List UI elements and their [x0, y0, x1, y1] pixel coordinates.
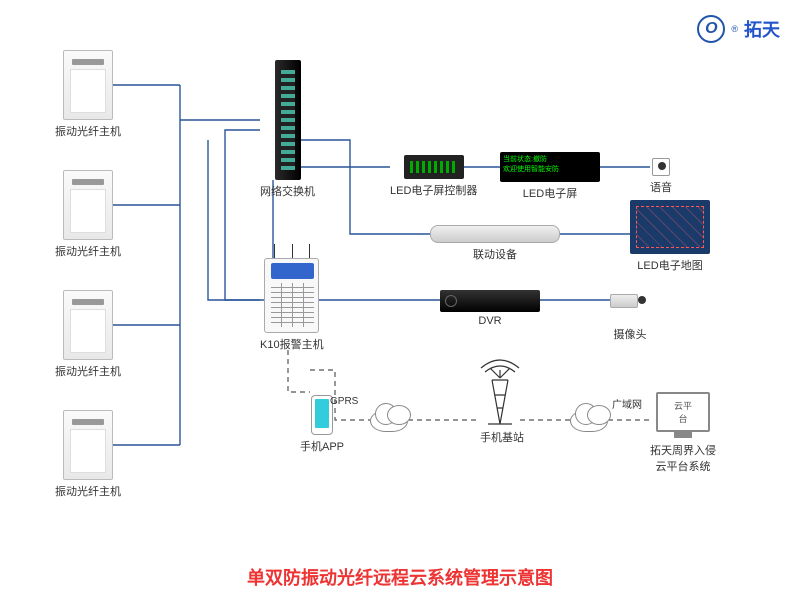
- fiber-host-label: 振动光纤主机: [55, 123, 121, 139]
- cloud-icon: [570, 410, 608, 432]
- cloud-gprs: [370, 410, 408, 432]
- led-map-icon: [630, 200, 710, 254]
- camera-label: 摄像头: [614, 326, 647, 342]
- camera-icon: [610, 294, 650, 314]
- led-screen-label: LED电子屏: [523, 185, 577, 201]
- voice-icon: [652, 158, 670, 176]
- fiber-host-label: 振动光纤主机: [55, 243, 121, 259]
- switch-icon: [275, 60, 301, 180]
- dvr-label: DVR: [478, 315, 501, 327]
- led-screen: 当前状态:撤防 欢迎使用智能安防 LED电子屏: [500, 152, 600, 201]
- switch-label: 网络交换机: [260, 183, 315, 199]
- fiber-host-3: 振动光纤主机: [55, 290, 121, 379]
- cloud-icon: [370, 410, 408, 432]
- fiber-host-icon: [63, 290, 113, 360]
- monitor-text: 云平台: [671, 399, 696, 425]
- logo: O ® 拓天: [697, 15, 780, 43]
- tower-label: 手机基站: [480, 429, 524, 445]
- gprs-label: GPRS: [330, 396, 358, 407]
- voice-device: 语音: [650, 158, 672, 195]
- k10-label: K10报警主机: [260, 336, 324, 352]
- cloud-wan: [570, 410, 608, 432]
- fiber-host-4: 振动光纤主机: [55, 410, 121, 499]
- led-controller: LED电子屏控制器: [390, 155, 477, 198]
- fiber-host-label: 振动光纤主机: [55, 483, 121, 499]
- fiber-host-1: 振动光纤主机: [55, 50, 121, 139]
- cloud-platform: 云平台 拓天周界入侵 云平台系统: [650, 392, 716, 474]
- led-map-label: LED电子地图: [637, 257, 702, 273]
- logo-text: 拓天: [744, 16, 780, 42]
- fiber-host-label: 振动光纤主机: [55, 363, 121, 379]
- fiber-host-2: 振动光纤主机: [55, 170, 121, 259]
- cloud-platform-label1: 拓天周界入侵: [650, 442, 716, 458]
- linkage-label: 联动设备: [473, 246, 517, 262]
- k10-host: K10报警主机: [260, 258, 324, 352]
- led-screen-line2: 欢迎使用智能安防: [503, 165, 597, 175]
- logo-r: ®: [731, 24, 738, 34]
- fiber-host-icon: [63, 410, 113, 480]
- k10-icon: [264, 258, 319, 333]
- wan-label: 广域网: [612, 396, 642, 411]
- camera: 摄像头: [610, 294, 650, 342]
- linkage-icon: [430, 225, 560, 243]
- network-switch: 网络交换机: [260, 60, 315, 199]
- voice-label: 语音: [650, 179, 672, 195]
- led-ctrl-icon: [404, 155, 464, 179]
- led-screen-line1: 当前状态:撤防: [503, 155, 597, 165]
- dvr-icon: [440, 290, 540, 312]
- led-ctrl-label: LED电子屏控制器: [390, 182, 477, 198]
- monitor-icon: 云平台: [656, 392, 710, 432]
- led-map: LED电子地图: [630, 200, 710, 273]
- fiber-host-icon: [63, 170, 113, 240]
- cell-tower: 手机基站: [480, 426, 524, 445]
- dvr: DVR: [440, 290, 540, 327]
- cloud-platform-label2: 云平台系统: [656, 458, 711, 474]
- led-screen-icon: 当前状态:撤防 欢迎使用智能安防: [500, 152, 600, 182]
- linkage-device: 联动设备: [430, 225, 560, 262]
- diagram-title: 单双防振动光纤远程云系统管理示意图: [247, 564, 553, 590]
- fiber-host-icon: [63, 50, 113, 120]
- logo-icon: O: [697, 15, 725, 43]
- phone-label: 手机APP: [300, 438, 344, 454]
